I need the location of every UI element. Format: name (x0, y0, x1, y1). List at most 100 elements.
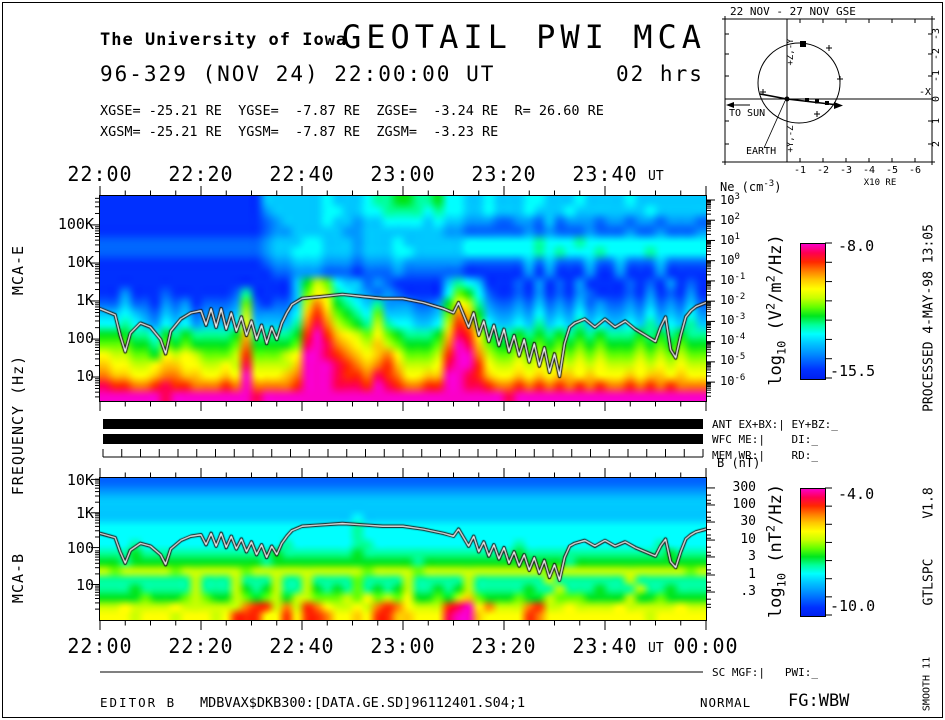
time-tick-label: 22:40 (269, 162, 335, 186)
ne-tick-label: 10-6 (720, 373, 746, 388)
freq-tick-label: 10K (66, 471, 94, 489)
version-label: V1.8 (921, 487, 937, 519)
freq-tick-label: 10 (75, 576, 94, 594)
orbit-x-axis-label: -X (919, 87, 931, 98)
b-tick-label: 1 (748, 567, 756, 582)
earth-pointer-line (763, 100, 786, 149)
date-time-label: 96-329 (NOV 24) 22:00:00 UT (100, 62, 496, 86)
mca-e-spectrogram-panel (99, 195, 707, 402)
time-tick-label: 22:40 (269, 634, 335, 658)
orbit-top-axis-label: +Z,-Y (786, 38, 796, 66)
to-sun-label: TO SUN (729, 108, 765, 119)
orbit-y-tick-label: -2 (931, 48, 942, 60)
gse-coordinates: XGSE= -25.21 RE YGSE= -7.87 RE ZGSE= -3.… (100, 103, 604, 119)
mca-e-colorbar (800, 243, 826, 380)
orbit-x-tick-label: -3 (840, 165, 852, 176)
ne-tick-label: 103 (720, 192, 740, 207)
orbit-x-tick-label: -5 (886, 165, 898, 176)
duration-label: 02 hrs (616, 62, 704, 86)
mem-status-label: MEM WR:| RD:_ (712, 449, 818, 462)
orbit-marker-square (800, 41, 806, 47)
orbit-x-tick-label: -6 (909, 165, 921, 176)
gsm-coordinates: XGSM= -25.21 RE YGSM= -7.87 RE ZGSM= -3.… (100, 124, 499, 140)
smooth-label: SMOOTH 11 (921, 656, 933, 712)
processed-timestamp: PROCESSED 4-MAY-98 13:05 (921, 224, 937, 412)
time-tick-label: 00:00 (673, 634, 739, 658)
orbit-x-tick-label: -1 (794, 165, 806, 176)
orbit-y-tick-label: -1 (931, 70, 942, 82)
time-tick-label: 23:00 (370, 634, 436, 658)
editor-label: EDITOR B (100, 695, 177, 710)
ne-tick-label: 102 (720, 212, 740, 227)
mca-b-spectrogram-panel (99, 477, 707, 621)
trajectory-marker (825, 101, 829, 105)
b-tick-label: 3 (748, 549, 756, 564)
b-tick-label: 100 (732, 497, 756, 512)
orbit-title: 22 NOV - 27 NOV GSE (730, 5, 856, 18)
freq-tick-label: 1K (75, 291, 94, 309)
program-label: GTLSPC (921, 558, 937, 606)
time-tick-label: 22:00 (67, 634, 133, 658)
ant-status-bar (103, 419, 703, 429)
freq-tick-label: 10K (66, 253, 94, 271)
sc-status-label: SC MGF:| PWI:_ (712, 666, 818, 679)
b-tick-label: 300 (732, 480, 756, 495)
orbit-y-tick-label: -3 (931, 28, 942, 40)
data-file-path: MDBVAX$DKB300:[DATA.GE.SD]96112401.S04;1 (200, 695, 526, 711)
ne-axis-title: Ne (cm-3) (720, 179, 782, 194)
time-tick-label: 23:40 (572, 634, 638, 658)
colorbar-max-label: -8.0 (838, 237, 875, 255)
frequency-axis-label: FREQUENCY (Hz) (9, 354, 27, 496)
page-title: GEOTAIL PWI MCA (342, 18, 706, 56)
wfc-status-label: WFC ME:| DI:_ (712, 433, 818, 446)
ne-tick-label: 10-1 (720, 272, 746, 287)
freq-tick-label: 100 (66, 539, 94, 557)
freq-tick-label: 100 (66, 329, 94, 347)
mca-e-spectrogram-canvas (100, 196, 706, 401)
orbit-inset: 22 NOV - 27 NOV GSE TO SUN EARTH -X +Z,-… (722, 5, 942, 188)
time-tick-label: 23:00 (370, 162, 436, 186)
fg-label: FG:WBW (788, 691, 850, 711)
mca-e-colorbar-title: log10 (V2/m2/Hz) (763, 234, 789, 386)
b-tick-label: 10 (740, 532, 756, 547)
earth-label: EARTH (746, 146, 776, 157)
ne-tick-label: 10-3 (720, 312, 746, 327)
ne-tick-label: 10-2 (720, 292, 746, 307)
time-tick-label: 23:40 (572, 162, 638, 186)
freq-tick-label: 10 (75, 367, 94, 385)
ut-label: UT (648, 169, 664, 184)
mca-b-colorbar-title: log10 (nT2/Hz) (763, 483, 789, 619)
mca-b-spectrogram-canvas (100, 478, 706, 620)
wfc-status-bar (103, 434, 703, 444)
orbit-x-tick-label: -2 (817, 165, 829, 176)
orbit-y-tick-label: 0 (931, 96, 942, 102)
time-tick-label: 23:20 (471, 634, 537, 658)
trajectory-marker (815, 99, 819, 104)
b-tick-label: 30 (740, 514, 756, 529)
time-tick-label: 22:20 (168, 162, 234, 186)
trajectory-arrow (834, 102, 843, 109)
earth-dot (784, 96, 790, 102)
colorbar-min-label: -10.0 (830, 597, 876, 615)
orbit-x-tick-label: -4 (863, 165, 875, 176)
time-tick-label: 23:20 (471, 162, 537, 186)
orbit-scale-label: X10 RE (864, 178, 897, 188)
freq-tick-label: 100K (57, 215, 94, 233)
orbit-ellipse (757, 42, 841, 124)
organization-title: The University of Iowa (100, 30, 348, 50)
freq-tick-label: 1K (75, 504, 94, 522)
orbit-y-tick-label: 2 (931, 141, 942, 147)
mca-b-colorbar (800, 488, 826, 617)
orbit-bottom-axis-label: +Y,-Z (786, 125, 796, 153)
b-axis-title: B (nT) (717, 456, 761, 470)
ut-label: UT (648, 641, 664, 656)
b-tick-label: .3 (740, 584, 756, 599)
orbit-frame (724, 18, 933, 163)
trajectory-marker (805, 98, 809, 102)
ne-tick-label: 10-4 (720, 332, 746, 347)
mca-e-axis-label: MCA-E (9, 244, 27, 296)
ne-tick-label: 100 (720, 252, 740, 267)
colorbar-min-label: -15.5 (830, 362, 876, 380)
ne-tick-label: 101 (720, 232, 740, 247)
